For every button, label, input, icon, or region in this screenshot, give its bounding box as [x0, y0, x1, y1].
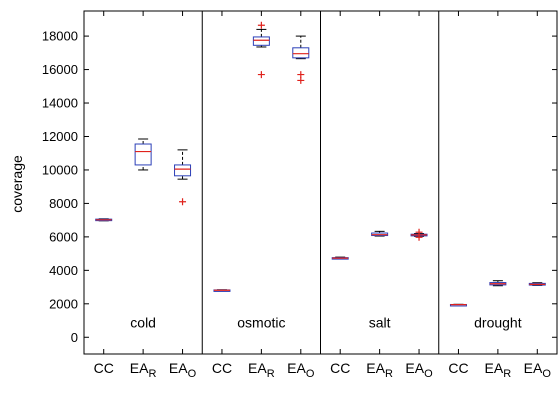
x-tick-label-base: CC [330, 360, 350, 376]
box-drought-EA_O [528, 282, 546, 286]
iqr-box [174, 164, 192, 177]
x-tick-label: EAO [169, 360, 197, 380]
boxes [95, 21, 546, 307]
x-tick-label-base: CC [212, 360, 232, 376]
box-drought-EA_R [489, 280, 507, 287]
x-tick-label: CC [94, 360, 114, 376]
box-cold-CC [95, 218, 113, 222]
group-label-osmotic: osmotic [237, 314, 285, 330]
x-tick-label: EAO [287, 360, 315, 380]
y-tick-label: 6000 [49, 229, 78, 244]
outlier-marker [257, 71, 265, 79]
iqr-box [252, 36, 270, 46]
x-tick-label: CC [330, 360, 350, 376]
x-tick-label-base: CC [448, 360, 468, 376]
box-osmotic-EA_O [292, 35, 310, 84]
iqr-box [292, 47, 310, 59]
x-tick-label-base: CC [94, 360, 114, 376]
box-salt-EA_R [371, 230, 389, 237]
group-label-salt: salt [369, 314, 391, 330]
x-axis: CC EAR EAO CC EAR EAO CC EAR EAO CC EAR EAO [94, 11, 552, 380]
x-tick-label-subscript: R [267, 368, 275, 380]
y-tick-label: 16000 [42, 62, 78, 77]
outlier-marker [179, 198, 187, 206]
x-tick-label-subscript: R [148, 368, 156, 380]
y-tick-label: 18000 [42, 29, 78, 44]
x-tick-label-base: EA [366, 360, 385, 376]
box-osmotic-CC [213, 289, 231, 292]
box-cold-EA_O [174, 149, 192, 206]
y-tick-label: 4000 [49, 263, 78, 278]
x-tick-label-base: EA [524, 360, 543, 376]
outlier-marker [297, 76, 305, 84]
x-tick-label-base: EA [405, 360, 424, 376]
x-tick-label-subscript: R [385, 368, 393, 380]
box-cold-EA_R [134, 138, 152, 171]
x-tick-label: CC [212, 360, 232, 376]
x-tick-label-base: EA [287, 360, 306, 376]
outlier-marker [297, 71, 305, 79]
x-tick-label-base: EA [248, 360, 267, 376]
y-tick-label: 0 [71, 330, 78, 345]
x-tick-label-subscript: O [306, 368, 315, 380]
group-label-cold: cold [130, 314, 156, 330]
x-tick-label: EAR [248, 360, 275, 380]
y-axis-label: coverage [9, 155, 25, 213]
group-separators [201, 11, 440, 354]
x-tick-label: EAR [366, 360, 393, 380]
x-tick-label-subscript: R [503, 368, 511, 380]
y-tick-label: 8000 [49, 196, 78, 211]
group-labels: cold osmotic salt drought [130, 314, 521, 330]
outlier-marker [415, 228, 423, 236]
x-tick-label-base: EA [485, 360, 504, 376]
y-axis: 0 2000 4000 6000 8000 10000 12000 14000 16000 180… [42, 29, 557, 345]
x-tick-label-subscript: O [542, 368, 551, 380]
outlier-marker [257, 21, 265, 29]
y-tick-label: 2000 [49, 296, 78, 311]
x-tick-label: EAO [405, 360, 433, 380]
y-tick-label: 14000 [42, 96, 78, 111]
box-drought-CC [449, 303, 467, 307]
box-salt-CC [331, 256, 349, 260]
x-tick-label: CC [448, 360, 468, 376]
y-tick-label: 12000 [42, 129, 78, 144]
box-salt-EA_O [410, 228, 428, 241]
plot-frame [83, 10, 558, 355]
group-label-drought: drought [474, 314, 522, 330]
x-tick-label-base: EA [130, 360, 149, 376]
x-tick-label: EAO [524, 360, 552, 380]
x-tick-label: EAR [130, 360, 157, 380]
x-tick-label-subscript: O [424, 368, 433, 380]
x-tick-label-base: EA [169, 360, 188, 376]
y-tick-label: 10000 [42, 162, 78, 177]
box-osmotic-EA_R [252, 21, 270, 79]
iqr-box [134, 143, 152, 166]
x-tick-label-subscript: O [188, 368, 197, 380]
x-tick-label: EAR [485, 360, 512, 380]
